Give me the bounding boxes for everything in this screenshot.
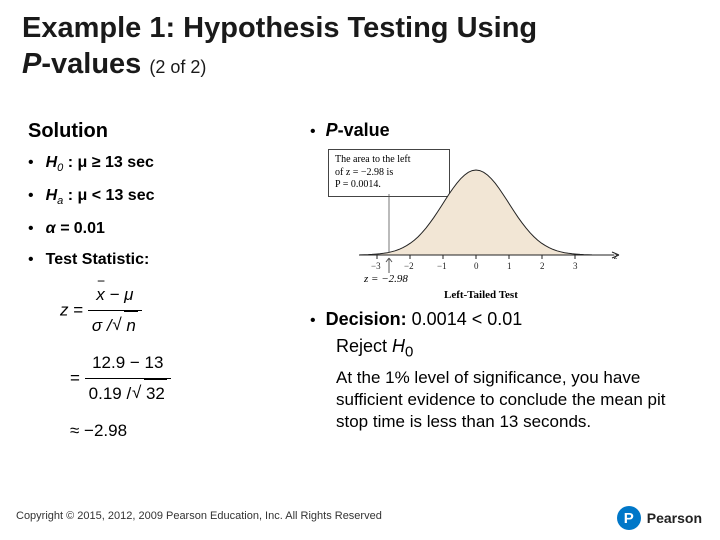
bullet-icon: • <box>28 250 34 268</box>
reject-word: Reject <box>336 336 392 356</box>
solution-heading: Solution <box>28 120 308 143</box>
pvalue-heading-row: • P-value <box>310 120 700 141</box>
eq-sign: = <box>73 301 83 320</box>
left-tailed-label: Left-Tailed Test <box>444 289 518 301</box>
decision-value: 0.0014 < 0.01 <box>412 309 523 329</box>
bullet-icon: • <box>310 311 316 329</box>
alt-hypothesis-row: • Ha : μ < 13 sec <box>28 186 308 207</box>
frac2-num: 12.9 − 13 <box>85 349 171 379</box>
axis-2: 2 <box>540 261 545 271</box>
axis-0: 0 <box>474 261 479 271</box>
ha-statement: : μ < 13 sec <box>68 187 155 204</box>
pearson-logo-text: Pearson <box>647 510 702 526</box>
axis-z-var: z <box>614 251 618 261</box>
decision-row: • Decision: 0.0014 < 0.01 <box>310 309 700 330</box>
pearson-logo-icon: P <box>617 506 641 530</box>
axis-3: 3 <box>573 261 578 271</box>
h0-statement: : μ ≥ 13 sec <box>68 154 154 171</box>
title-italic-p: P <box>22 48 41 80</box>
pvalue-column: • P-value The area to the left of z = −2… <box>310 120 700 433</box>
axis-m1: −1 <box>437 261 447 271</box>
axis-m3: −3 <box>371 261 381 271</box>
decision-label: Decision: <box>326 309 407 329</box>
z-fraction-1: x − μ σ / n <box>88 281 142 341</box>
decision-block: • Decision: 0.0014 < 0.01 Reject H0 At t… <box>310 309 700 433</box>
axis-1: 1 <box>507 261 512 271</box>
bullet-icon: • <box>310 122 316 140</box>
axis-m2: −2 <box>404 261 414 271</box>
reject-line: Reject H0 <box>336 336 700 361</box>
pvalue-label: P <box>326 120 338 140</box>
xbar: x <box>96 281 105 310</box>
copyright-text: Copyright © 2015, 2012, 2009 Pearson Edu… <box>16 510 382 522</box>
solution-column: Solution • H0 : μ ≥ 13 sec • Ha : μ < 13… <box>28 120 308 446</box>
z-approx: ≈ −2.98 <box>70 421 127 440</box>
conclusion-text: At the 1% level of significance, you hav… <box>336 367 676 433</box>
sqrt-n: n <box>124 311 137 341</box>
title-sub: (2 of 2) <box>149 57 206 77</box>
z-formula: z = x − μ σ / n = 12.9 − 13 0.19 / 32 ≈ … <box>60 281 308 445</box>
pvalue-rest: -value <box>338 120 390 140</box>
alpha-value: 0.01 <box>74 220 105 237</box>
slide-title: Example 1: Hypothesis Testing Using P-va… <box>0 0 720 89</box>
null-hypothesis-row: • H0 : μ ≥ 13 sec <box>28 153 308 174</box>
h0-label: H <box>46 154 58 171</box>
bullet-icon: • <box>28 186 34 204</box>
frac2-den-a: 0.19 <box>89 384 122 403</box>
minus-mu: − μ <box>109 285 133 304</box>
bullet-icon: • <box>28 219 34 237</box>
pearson-logo: P Pearson <box>617 506 702 530</box>
h0-sub: 0 <box>57 162 63 174</box>
z-marker-label: z = −2.98 <box>364 273 408 285</box>
reject-sub: 0 <box>405 344 413 361</box>
title-rest: -values <box>41 48 141 80</box>
bullet-icon: • <box>28 153 34 171</box>
eq-sign-2: = <box>70 369 80 388</box>
title-line1: Example 1: Hypothesis Testing Using <box>22 12 537 44</box>
z-var: z <box>60 301 69 320</box>
ha-label: H <box>46 187 58 204</box>
normal-curve-chart: The area to the left of z = −2.98 is P =… <box>334 145 634 305</box>
sigma: σ <box>92 316 102 335</box>
z-fraction-2: 12.9 − 13 0.19 / 32 <box>85 349 171 409</box>
ha-sub: a <box>57 195 63 207</box>
reject-h: H <box>392 336 405 356</box>
alpha-row: • α = 0.01 <box>28 219 308 238</box>
sqrt-32: 32 <box>144 379 167 409</box>
alpha-label: α = <box>46 220 70 237</box>
test-statistic-row: • Test Statistic: <box>28 250 308 269</box>
test-statistic-label: Test Statistic: <box>46 251 150 269</box>
